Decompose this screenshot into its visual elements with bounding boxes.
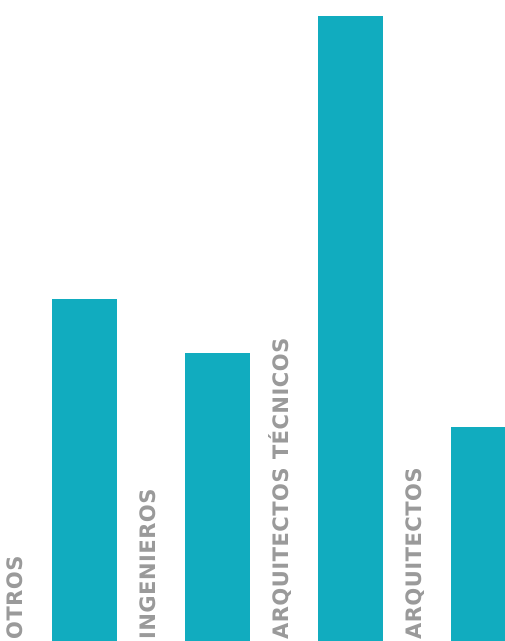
category-labels-group: OTROS INGENIEROS ARQUITECTOS TÉCNICOS ARQUI… — [3, 337, 426, 639]
bar-otros — [52, 299, 117, 641]
bar-ingenieros — [185, 353, 250, 641]
bars-group — [52, 16, 505, 641]
category-label: ARQUITECTOS — [402, 467, 426, 639]
bar-arquitectos — [451, 427, 505, 641]
bar-arquitectos-t-cnicos — [318, 16, 383, 641]
category-label: INGENIEROS — [136, 488, 160, 639]
category-label: ARQUITECTOS TÉCNICOS — [268, 337, 293, 639]
category-label: OTROS — [3, 555, 27, 639]
